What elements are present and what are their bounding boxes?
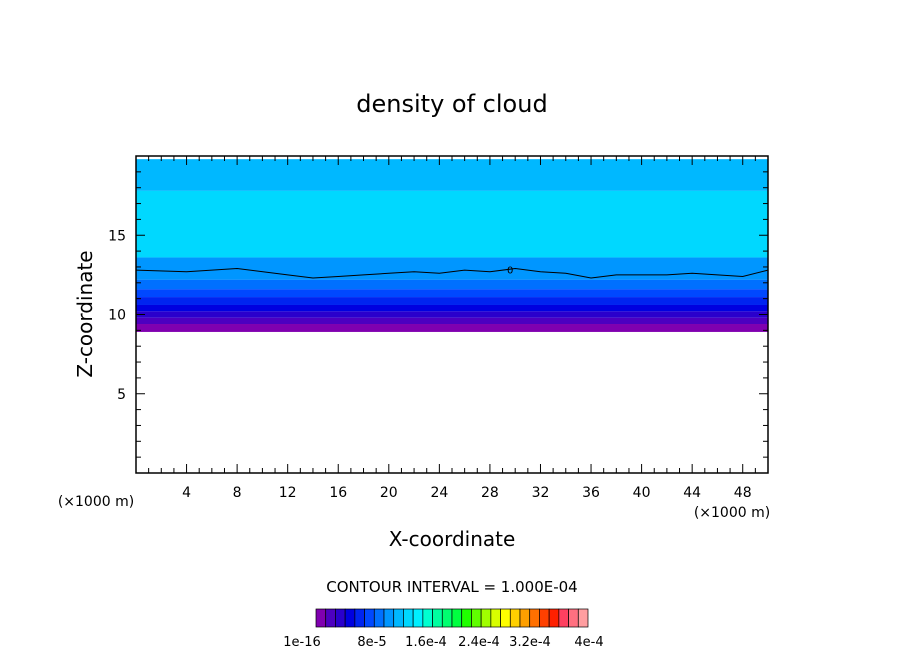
legend-swatch: [568, 608, 579, 628]
legend-swatch: [480, 608, 492, 628]
legend-label: 1.6e-4: [405, 635, 447, 650]
legend-swatch: [558, 608, 569, 628]
x-tick-label: 8: [233, 485, 242, 501]
legend-swatch: [354, 608, 365, 628]
legend-swatch: [548, 608, 560, 628]
legend-swatch: [471, 608, 482, 628]
legend-swatch: [412, 608, 424, 628]
legend-label: 1e-16: [283, 635, 321, 650]
legend-swatch: [577, 608, 589, 628]
legend-swatch: [519, 608, 531, 628]
cloud-band-9: [136, 159, 768, 191]
legend-label: 3.2e-4: [509, 635, 551, 650]
cloud-band-3: [136, 304, 768, 312]
cloud-band-4: [136, 297, 768, 305]
cloud-band-1: [136, 317, 768, 325]
legend-swatch: [315, 608, 327, 628]
legend-label: 8e-5: [357, 635, 386, 650]
y-axis-label: Z-coordinate: [73, 250, 97, 377]
x-axis-label: X-coordinate: [389, 527, 516, 551]
contour-line: [135, 268, 769, 279]
x-tick-label: 48: [734, 485, 752, 501]
legend-swatch: [539, 608, 550, 628]
cloud-band-2: [136, 311, 768, 318]
x-tick-label: 24: [430, 485, 448, 501]
color-legend: 1e-16 8e-5 1.6e-4 2.4e-4 3.2e-4 4e-4: [283, 608, 604, 650]
x-tick-label: 32: [532, 485, 550, 501]
cloud-band-8: [136, 190, 768, 258]
cloud-band-5: [136, 289, 768, 298]
y-tick-label: 10: [108, 308, 126, 324]
legend-swatch: [403, 608, 414, 628]
cloud-bands: [136, 159, 768, 332]
x-tick-label: 4: [182, 485, 191, 501]
contour-label: 0: [507, 265, 513, 276]
cloud-band-0: [136, 324, 768, 332]
z-unit-label: (×1000 m): [58, 494, 134, 510]
legend-swatch: [373, 608, 385, 628]
legend-swatch: [509, 608, 521, 628]
x-tick-label: 44: [683, 485, 701, 501]
x-tick-label: 12: [279, 485, 297, 501]
legend-swatch: [383, 608, 395, 628]
chart-title: density of cloud: [356, 90, 547, 118]
legend-label: 4e-4: [574, 635, 603, 650]
contour-interval-text: CONTOUR INTERVAL = 1.000E-04: [326, 578, 577, 596]
legend-swatch: [335, 608, 346, 628]
legend-swatch: [432, 608, 443, 628]
legend-swatch: [461, 608, 472, 628]
legend-swatch: [325, 608, 336, 628]
y-tick-label: 15: [108, 228, 126, 244]
cloud-band-6: [136, 279, 768, 290]
cloud-band-7: [136, 257, 768, 280]
legend-label: 2.4e-4: [458, 635, 500, 650]
x-tick-label: 20: [380, 485, 398, 501]
y-tick-label: 5: [117, 387, 126, 403]
legend-swatch: [422, 608, 433, 628]
x-tick-label: 40: [633, 485, 651, 501]
legend-swatch: [500, 608, 511, 628]
legend-swatch: [364, 608, 375, 628]
legend-swatch: [441, 608, 453, 628]
x-tick-label: 28: [481, 485, 499, 501]
legend-swatch: [344, 608, 356, 628]
legend-swatch: [393, 608, 404, 628]
legend-swatch: [490, 608, 501, 628]
x-tick-label: 36: [582, 485, 600, 501]
x-unit-label: (×1000 m): [694, 505, 770, 521]
legend-swatch: [529, 608, 540, 628]
legend-swatch: [451, 608, 463, 628]
x-tick-label: 16: [329, 485, 347, 501]
